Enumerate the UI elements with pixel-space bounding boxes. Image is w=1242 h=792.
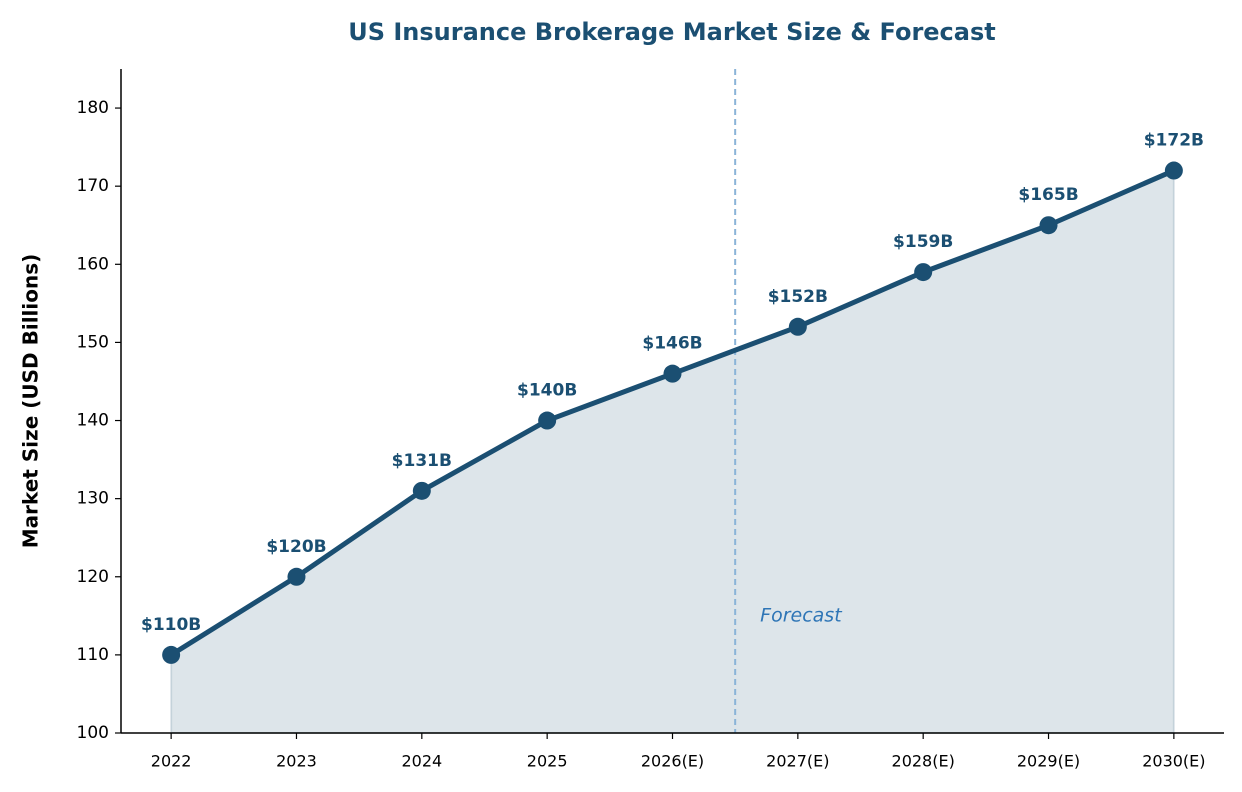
point xyxy=(663,364,682,383)
x-tick-label: 2030(E) xyxy=(1142,752,1205,771)
point xyxy=(1164,161,1183,180)
x-tick-label: 2029(E) xyxy=(1017,752,1080,771)
y-tick-label: 100 xyxy=(77,723,109,743)
x-tick-label: 2022 xyxy=(151,752,192,771)
y-axis-label: Market Size (USD Billions) xyxy=(19,254,43,549)
x-tick-label: 2025 xyxy=(527,752,568,771)
point xyxy=(788,317,807,336)
annotation: Forecast xyxy=(760,604,843,626)
point xyxy=(1039,216,1058,235)
value-label: $172B xyxy=(1144,131,1204,151)
point xyxy=(538,411,557,430)
x-tick-label: 2024 xyxy=(401,752,442,771)
point xyxy=(914,263,933,282)
value-label: $131B xyxy=(392,451,452,471)
y-tick-label: 110 xyxy=(77,645,109,665)
value-label: $165B xyxy=(1018,185,1078,205)
y-tick-label: 130 xyxy=(77,489,109,509)
y-tick-label: 120 xyxy=(77,567,109,587)
x-tick-label: 2026(E) xyxy=(641,752,704,771)
y-tick-label: 160 xyxy=(77,254,109,274)
value-label: $120B xyxy=(266,537,326,557)
y-tick-label: 180 xyxy=(77,98,109,118)
chart-title: US Insurance Brokerage Market Size & For… xyxy=(348,18,995,46)
value-label: $140B xyxy=(517,381,577,401)
x-tick-label: 2028(E) xyxy=(892,752,955,771)
y-tick-label: 170 xyxy=(77,176,109,196)
point xyxy=(412,481,431,500)
x-tick-label: 2027(E) xyxy=(766,752,829,771)
value-label: $110B xyxy=(141,615,201,635)
y-tick-label: 140 xyxy=(77,411,109,431)
area xyxy=(170,169,1175,734)
value-label: $146B xyxy=(642,334,702,354)
y-tick-label: 150 xyxy=(77,332,109,352)
value-label: $159B xyxy=(893,232,953,252)
x-tick-label: 2023 xyxy=(276,752,317,771)
point xyxy=(287,567,306,586)
value-label: $152B xyxy=(768,287,828,307)
point xyxy=(162,645,181,664)
